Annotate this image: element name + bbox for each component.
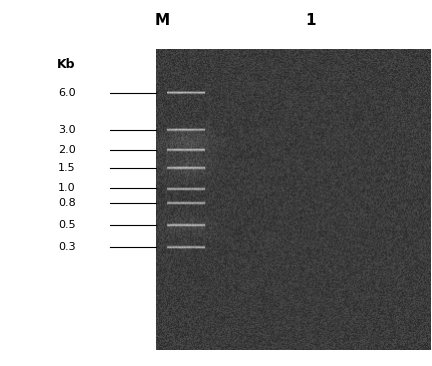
Text: 0.3: 0.3 xyxy=(58,242,76,252)
Text: 1: 1 xyxy=(306,13,316,27)
Text: 0.8: 0.8 xyxy=(58,198,76,208)
Text: 1.0: 1.0 xyxy=(58,183,76,194)
Text: 2.0: 2.0 xyxy=(58,145,76,155)
Text: Kb: Kb xyxy=(57,57,76,71)
Text: 3.0: 3.0 xyxy=(58,125,76,135)
Text: M: M xyxy=(154,13,170,27)
Text: 1.5: 1.5 xyxy=(58,163,76,173)
Text: 6.0: 6.0 xyxy=(58,88,76,98)
Text: 0.5: 0.5 xyxy=(58,220,76,230)
